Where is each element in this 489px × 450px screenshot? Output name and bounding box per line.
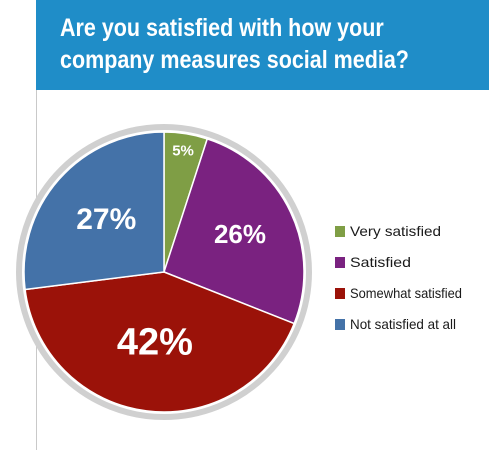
chart-title: Are you satisfied with how your company … xyxy=(60,12,421,76)
legend-label: Very satisfied xyxy=(350,223,441,239)
legend-swatch xyxy=(335,257,345,268)
slice-label-somewhat-satisfied: 42% xyxy=(117,321,193,363)
legend-swatch xyxy=(335,288,345,299)
legend-label: Satisfied xyxy=(350,254,411,270)
header-banner: Are you satisfied with how your company … xyxy=(36,0,489,90)
legend-swatch xyxy=(335,226,345,237)
slice-label-satisfied: 26% xyxy=(214,219,266,249)
chart-title-line-1: Are you satisfied with how your xyxy=(60,14,384,42)
pie-slice-satisfied xyxy=(163,137,305,325)
legend-label: Not satisfied at all xyxy=(350,316,456,332)
pie-slice-somewhat-satisfied xyxy=(24,271,296,413)
slice-label-very-satisfied: 5% xyxy=(172,143,194,160)
legend-label: Somewhat satisfied xyxy=(350,285,462,301)
pie-slice-not-satisfied-at-all xyxy=(23,131,165,291)
legend-swatch xyxy=(335,319,345,330)
slice-label-not-satisfied-at-all: 27% xyxy=(76,203,136,236)
chart-title-line-2: company measures social media? xyxy=(60,46,409,74)
